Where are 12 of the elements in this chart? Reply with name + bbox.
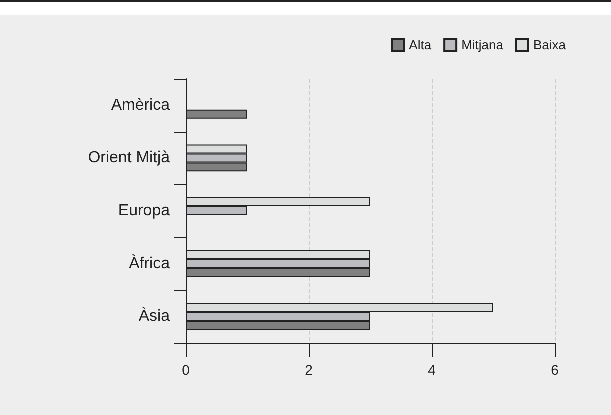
y-tick-label: Europa bbox=[118, 202, 170, 220]
x-tick-label: 0 bbox=[182, 362, 190, 378]
x-tick-label: 4 bbox=[428, 362, 436, 378]
legend-label: Mitjana bbox=[462, 38, 504, 52]
x-tick-label: 6 bbox=[551, 362, 560, 378]
legend-label: Alta bbox=[409, 38, 432, 52]
legend-label: Baixa bbox=[533, 38, 567, 52]
y-tick-label: Àfrica bbox=[129, 254, 170, 272]
x-tick-label: 2 bbox=[305, 362, 314, 378]
y-tick-label: Amèrica bbox=[111, 96, 170, 114]
y-tick-label: Orient Mitjà bbox=[88, 150, 170, 167]
y-tick-label: Àsia bbox=[138, 307, 170, 326]
